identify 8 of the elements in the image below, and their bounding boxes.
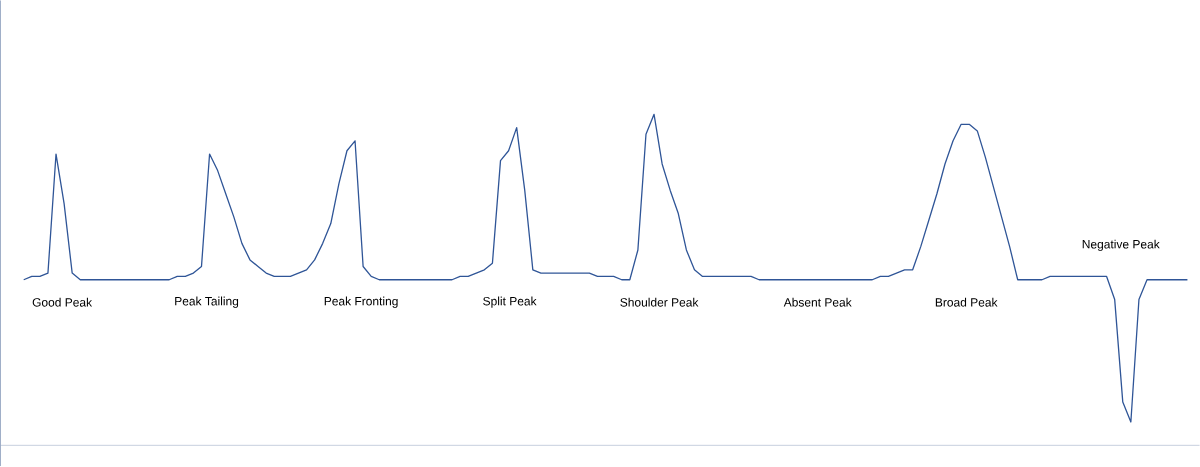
annotation: Broad Peak xyxy=(935,298,998,307)
annotation: Absent Peak xyxy=(783,298,852,307)
annotation: Peak Fronting xyxy=(324,296,398,309)
annotation: Good Peak xyxy=(32,298,93,307)
annotation: Negative Peak xyxy=(1082,239,1160,252)
annotation: Split Peak xyxy=(483,296,537,309)
annotation: Peak Tailing xyxy=(175,296,239,309)
annotation: Shoulder Peak xyxy=(620,298,699,307)
